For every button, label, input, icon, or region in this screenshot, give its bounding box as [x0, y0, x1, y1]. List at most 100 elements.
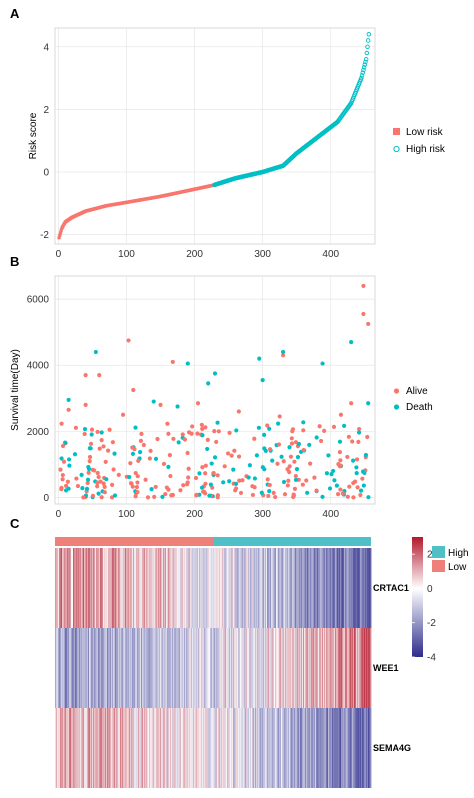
heatmap-cell [118, 628, 120, 708]
heatmap-cell [350, 628, 352, 708]
heatmap-cell [310, 708, 312, 788]
heatmap-cell [134, 628, 136, 708]
heatmap-cell [260, 548, 262, 628]
heatmap-cell [242, 548, 244, 628]
survival-points [58, 283, 371, 500]
heatmap-cell [239, 548, 241, 628]
heatmap-cell [240, 708, 242, 788]
heatmap-cell [330, 628, 332, 708]
heatmap-cell [366, 708, 368, 788]
heatmap-cell [151, 708, 153, 788]
heatmap-cell [310, 628, 312, 708]
heatmap-cell [270, 628, 272, 708]
heatmap-cell [229, 708, 231, 788]
heatmap-cell [326, 548, 328, 628]
heatmap-cell [368, 548, 371, 628]
heatmap-cell [64, 628, 66, 708]
survival-point-alive [216, 429, 221, 434]
survival-point-alive [186, 466, 191, 471]
heatmap-cell [197, 628, 199, 708]
heatmap-cell [83, 708, 85, 788]
heatmap-cell [59, 628, 61, 708]
heatmap-cell [188, 628, 190, 708]
survival-point-death [85, 477, 91, 482]
heatmap-cell [85, 708, 87, 788]
heatmap-cell [88, 548, 90, 628]
heatmap-cell [129, 708, 131, 788]
heatmap-cell [329, 628, 331, 708]
survival-point-death [234, 481, 239, 486]
survival-point-alive [203, 481, 208, 486]
survival-point-alive [186, 475, 191, 480]
heatmap-cell [260, 708, 262, 788]
heatmap-cell [321, 708, 323, 788]
heatmap-cell [254, 548, 256, 628]
heatmap-cell [175, 548, 177, 628]
heatmap-cell [331, 628, 333, 708]
heatmap-cell [218, 548, 220, 628]
heatmap-cell [169, 548, 171, 628]
heatmap-cell [287, 628, 289, 708]
heatmap-cell [192, 628, 194, 708]
heatmap-cell [233, 708, 235, 788]
heatmap-cell [284, 548, 286, 628]
heatmap-cell [365, 708, 367, 788]
survival-point-alive [61, 459, 67, 464]
survival-point-death [205, 446, 210, 452]
heatmap-cell [164, 548, 166, 628]
heatmap-cell [169, 708, 171, 788]
heatmap-cell [240, 548, 242, 628]
heatmap-cell [219, 708, 221, 788]
heatmap-cell [315, 548, 317, 628]
heatmap-cell [167, 708, 170, 788]
heatmap-cell [134, 548, 136, 628]
heatmap-cell [305, 628, 307, 708]
heatmap-cell [355, 548, 357, 628]
heatmap-cell [330, 548, 332, 628]
heatmap-cell [321, 548, 323, 628]
heatmap-cell [189, 628, 191, 708]
heatmap-cell [86, 628, 88, 708]
heatmap-cell [350, 548, 352, 628]
heatmap-cell [127, 548, 129, 628]
heatmap-cell [347, 708, 349, 788]
heatmap-cell [179, 628, 181, 708]
survival-point-death [356, 430, 362, 435]
heatmap-cell [344, 708, 346, 788]
heatmap-cell [113, 708, 115, 788]
survival-point-alive [288, 454, 294, 459]
heatmap-cell [77, 628, 79, 708]
heatmap-cell [283, 548, 285, 628]
heatmap-cell [215, 628, 217, 708]
heatmap-cell [339, 628, 341, 708]
heatmap-cell [225, 708, 227, 788]
survival-point-alive [215, 473, 220, 478]
heatmap-cell [102, 628, 104, 708]
survival-point-alive [95, 470, 100, 476]
heatmap-cell [98, 708, 100, 788]
heatmap-cell [362, 548, 364, 628]
survival-point-death [259, 490, 264, 495]
heatmap-cell [104, 548, 106, 628]
survival-point-alive [139, 431, 144, 436]
heatmap-cell [368, 708, 370, 788]
heatmap-cell [226, 628, 228, 708]
heatmap-cell [337, 708, 339, 788]
heatmap-cell [244, 628, 246, 708]
heatmap-cell [275, 548, 277, 628]
survival-point-death [66, 457, 72, 462]
heatmap-cell [307, 628, 310, 708]
heatmap-cell [179, 548, 181, 628]
heatmap-cell [234, 628, 236, 708]
heatmap-cell [322, 548, 324, 628]
heatmap-cell [316, 628, 318, 708]
heatmap-cell [74, 628, 76, 708]
group-bar-high [213, 537, 371, 546]
heatmap-cell [357, 628, 359, 708]
heatmap-cell [361, 548, 364, 628]
heatmap-cell [184, 548, 186, 628]
heatmap-cell [85, 628, 87, 708]
heatmap-cell [251, 708, 253, 788]
heatmap-cell [315, 628, 317, 708]
